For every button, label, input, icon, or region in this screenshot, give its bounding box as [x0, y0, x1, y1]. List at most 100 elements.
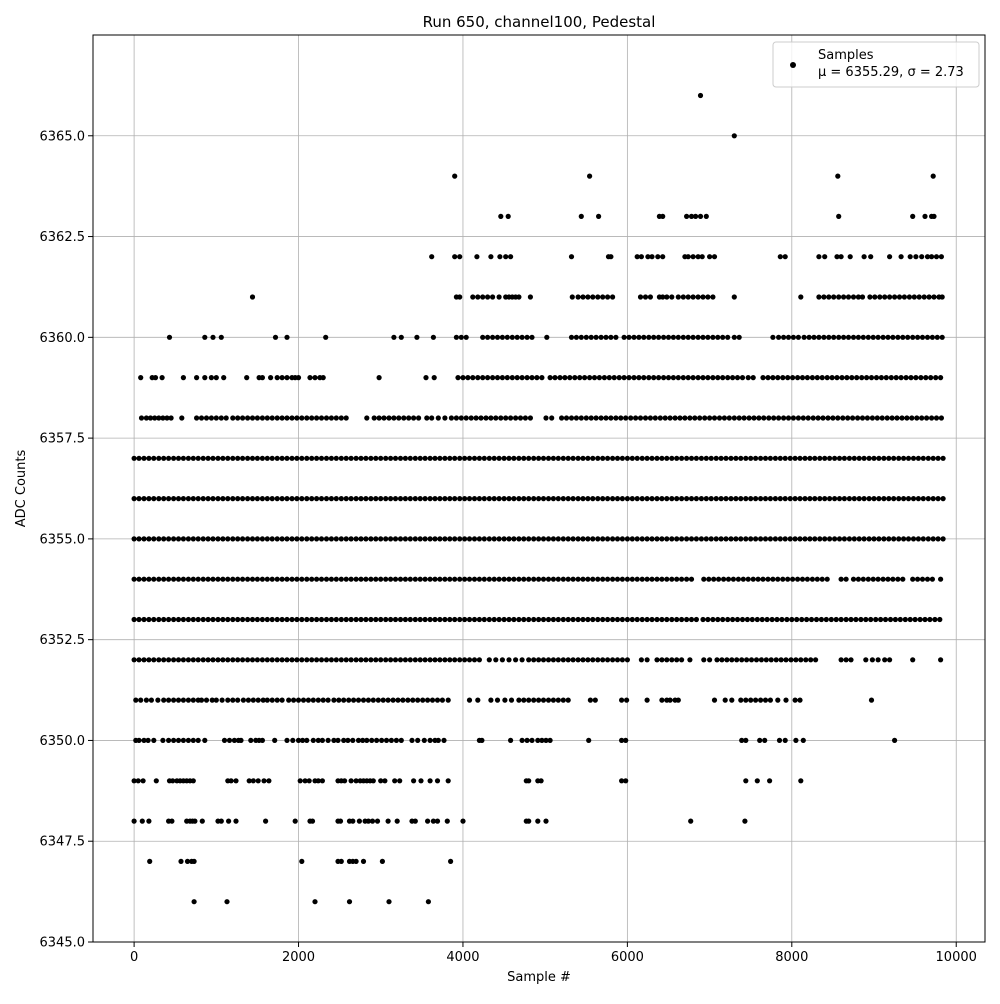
- data-point: [743, 496, 749, 502]
- data-point: [353, 858, 359, 865]
- data-point: [299, 657, 305, 663]
- data-point: [866, 536, 872, 542]
- data-point: [432, 616, 438, 623]
- data-point: [136, 455, 142, 461]
- data-point: [872, 294, 878, 300]
- data-point: [764, 616, 770, 623]
- data-point: [407, 616, 413, 623]
- y-tick-label: 6357.5: [40, 432, 86, 447]
- data-point: [595, 294, 601, 300]
- data-point: [318, 616, 325, 623]
- data-point: [593, 415, 599, 421]
- data-point: [836, 294, 842, 300]
- data-point: [785, 334, 792, 340]
- data-point: [660, 294, 666, 300]
- data-point: [568, 415, 575, 421]
- data-point: [855, 294, 862, 300]
- data-point: [417, 536, 423, 542]
- data-point: [684, 213, 690, 219]
- data-point: [506, 657, 512, 663]
- data-point: [641, 334, 647, 340]
- data-point: [358, 657, 364, 663]
- data-point: [575, 455, 581, 461]
- data-point: [613, 415, 619, 421]
- data-point: [939, 334, 945, 340]
- data-point: [605, 455, 611, 461]
- y-axis-label: ADC Counts: [14, 450, 29, 528]
- data-point: [269, 455, 275, 461]
- data-point: [245, 496, 251, 502]
- data-point: [526, 455, 532, 461]
- data-point: [570, 455, 576, 461]
- data-point: [784, 616, 790, 623]
- data-point: [634, 576, 640, 582]
- data-point: [619, 778, 625, 784]
- data-point: [373, 536, 379, 542]
- data-point: [568, 254, 575, 260]
- data-point: [629, 616, 635, 623]
- data-point: [210, 536, 216, 542]
- data-point: [348, 496, 354, 502]
- data-point: [348, 616, 354, 623]
- data-point: [516, 576, 522, 582]
- data-point: [824, 576, 830, 582]
- data-point: [146, 455, 152, 461]
- data-point: [511, 496, 517, 502]
- data-point: [289, 455, 295, 461]
- data-point: [619, 697, 625, 703]
- data-point: [289, 415, 295, 421]
- data-point: [611, 375, 617, 381]
- data-point: [841, 536, 848, 542]
- data-point: [289, 496, 295, 502]
- data-point: [710, 334, 716, 340]
- data-point: [583, 334, 589, 340]
- data-point: [304, 455, 310, 461]
- data-point: [295, 737, 302, 744]
- data-point: [318, 496, 325, 502]
- data-point: [929, 254, 935, 260]
- data-point: [422, 657, 428, 663]
- data-point: [730, 616, 736, 623]
- data-point: [190, 778, 196, 784]
- data-point: [783, 657, 789, 663]
- data-point: [226, 818, 232, 824]
- data-point: [254, 536, 260, 542]
- data-point: [402, 657, 408, 663]
- data-point: [865, 576, 871, 582]
- data-point: [175, 737, 182, 744]
- data-point: [550, 536, 557, 542]
- data-point: [703, 496, 709, 502]
- data-point: [922, 213, 928, 219]
- data-point: [358, 536, 364, 542]
- data-point: [422, 496, 428, 502]
- data-point: [180, 737, 186, 744]
- data-point: [733, 496, 739, 502]
- data-point: [573, 415, 580, 421]
- data-point: [180, 496, 186, 502]
- data-point: [856, 455, 862, 461]
- data-point: [238, 737, 244, 744]
- data-point: [220, 576, 226, 582]
- data-point: [312, 375, 318, 381]
- data-point: [651, 334, 657, 340]
- data-point: [478, 415, 484, 421]
- data-point: [499, 657, 505, 663]
- data-point: [706, 576, 712, 582]
- data-point: [575, 576, 581, 582]
- data-point: [368, 657, 374, 663]
- data-point: [379, 737, 385, 744]
- data-point: [665, 334, 672, 340]
- data-point: [740, 576, 746, 582]
- data-point: [346, 697, 352, 703]
- data-point: [913, 254, 919, 260]
- data-point: [868, 616, 874, 623]
- data-point: [772, 496, 779, 502]
- data-point: [927, 616, 933, 623]
- data-point: [195, 576, 201, 582]
- data-point: [491, 576, 497, 582]
- data-point: [743, 697, 749, 703]
- data-point: [860, 334, 866, 340]
- data-point: [200, 496, 206, 502]
- data-point: [758, 455, 764, 461]
- data-point: [521, 616, 527, 623]
